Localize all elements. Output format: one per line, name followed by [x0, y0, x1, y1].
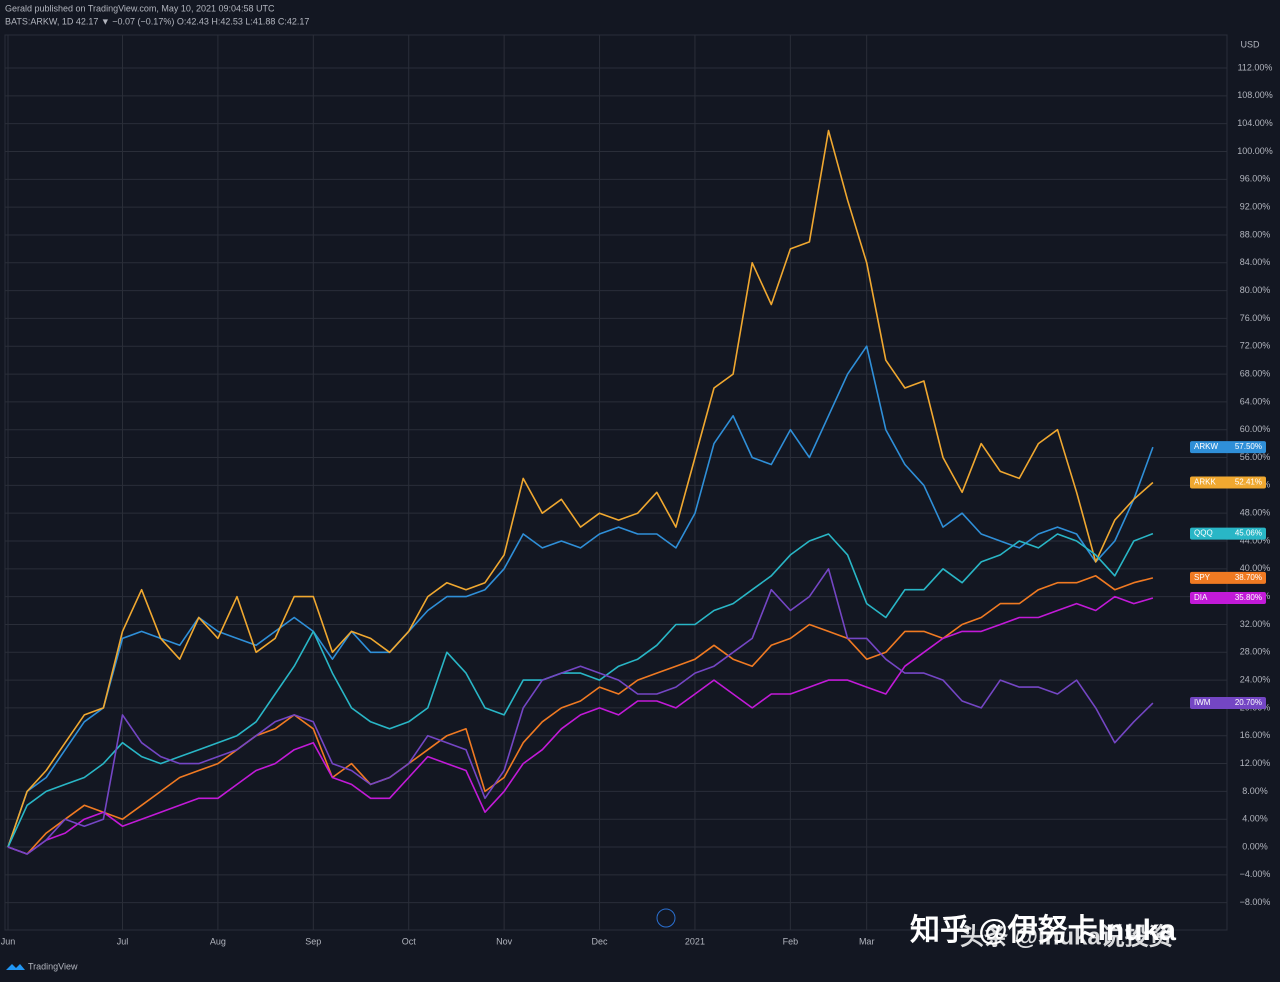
- x-tick-label: Nov: [496, 936, 513, 946]
- x-tick-label: Aug: [210, 936, 226, 946]
- watermark: 头条 @Inuka说投资: [960, 922, 1173, 950]
- value-label: 35.80%: [1235, 593, 1262, 602]
- series-line: [7, 568, 1154, 855]
- y-tick-label: 28.00%: [1240, 647, 1271, 657]
- legend-label: SPY: [1194, 573, 1211, 582]
- y-tick-label: 64.00%: [1240, 396, 1271, 406]
- last-value-badge: [1190, 571, 1266, 584]
- watermark: 知乎 @伊努卡Inuka: [910, 913, 1176, 947]
- y-tick-label: 16.00%: [1240, 730, 1271, 740]
- brand-logo: [6, 964, 25, 970]
- currency: USD: [1240, 39, 1260, 49]
- y-tick-label: 60.00%: [1240, 424, 1271, 434]
- legend-label: ARKW: [1194, 442, 1218, 451]
- legend-label: IWM: [1194, 698, 1211, 707]
- y-tick-label: 32.00%: [1240, 619, 1271, 629]
- x-tick-label: Feb: [783, 936, 799, 946]
- series-line: [7, 129, 1154, 848]
- y-tick-label: 76.00%: [1240, 313, 1271, 323]
- logo-button[interactable]: [656, 908, 676, 928]
- plot-area: [4, 34, 1228, 931]
- x-tick-label: Jul: [117, 936, 129, 946]
- x-tick-label: Oct: [402, 936, 417, 946]
- legend-label: DIA: [1194, 593, 1208, 602]
- value-label: 38.70%: [1235, 573, 1262, 582]
- y-tick-label: −4.00%: [1240, 869, 1271, 879]
- y-tick-label: 4.00%: [1242, 814, 1268, 824]
- y-tick-label: 104.00%: [1237, 118, 1273, 128]
- header: Gerald published on TradingView.com, May…: [5, 3, 275, 13]
- value-label: 57.50%: [1235, 442, 1262, 451]
- x-tick-label: Dec: [592, 936, 609, 946]
- value-label: 20.70%: [1235, 698, 1262, 707]
- value-label: 45.06%: [1235, 529, 1262, 538]
- y-tick-label: 92.00%: [1240, 202, 1271, 212]
- series-line: [7, 595, 1154, 855]
- series-line: [7, 532, 1154, 848]
- symbol-line: BATS:ARKW, 1D 42.17 ▼ −0.07 (−0.17%) O:4…: [5, 16, 309, 26]
- y-tick-label: 0.00%: [1242, 841, 1268, 851]
- y-tick-label: 88.00%: [1240, 229, 1271, 239]
- x-tick-label: Sep: [305, 936, 321, 946]
- y-tick-label: 68.00%: [1240, 368, 1271, 378]
- last-value-badge: [1190, 592, 1266, 605]
- y-tick-label: 80.00%: [1240, 285, 1271, 295]
- y-tick-label: 12.00%: [1240, 758, 1271, 768]
- last-value-badge: [1190, 476, 1266, 489]
- y-tick-label: 96.00%: [1240, 174, 1271, 184]
- brand: TradingView: [28, 961, 78, 971]
- x-tick-label: Mar: [859, 936, 875, 946]
- legend-label: QQQ: [1194, 529, 1213, 538]
- y-tick-label: −8.00%: [1240, 897, 1271, 907]
- x-tick-label: Jun: [1, 936, 16, 946]
- legend-label: ARKK: [1194, 478, 1216, 487]
- y-tick-label: 72.00%: [1240, 341, 1271, 351]
- y-tick-label: 8.00%: [1242, 786, 1268, 796]
- y-tick-label: 112.00%: [1238, 62, 1273, 72]
- last-value-badge: [1190, 697, 1266, 710]
- last-value-badge: [1190, 441, 1266, 454]
- y-tick-label: 24.00%: [1240, 674, 1271, 684]
- last-value-badge: [1190, 527, 1266, 540]
- y-tick-label: 48.00%: [1240, 508, 1271, 518]
- y-tick-label: 56.00%: [1240, 452, 1271, 462]
- y-tick-label: 84.00%: [1240, 257, 1271, 267]
- value-label: 52.41%: [1235, 478, 1262, 487]
- y-tick-label: 100.00%: [1237, 146, 1273, 156]
- plot: −8.00% −4.00% 0.00% 4.00% 8.00% 12.00% 16.00% 2…: [1, 35, 1273, 946]
- y-tick-label: 40.00%: [1240, 563, 1271, 573]
- y-tick-label: 44.00%: [1240, 535, 1271, 545]
- series-line: [7, 575, 1154, 855]
- y-tick-label: 108.00%: [1237, 90, 1273, 100]
- x-tick-label: 2021: [685, 936, 705, 946]
